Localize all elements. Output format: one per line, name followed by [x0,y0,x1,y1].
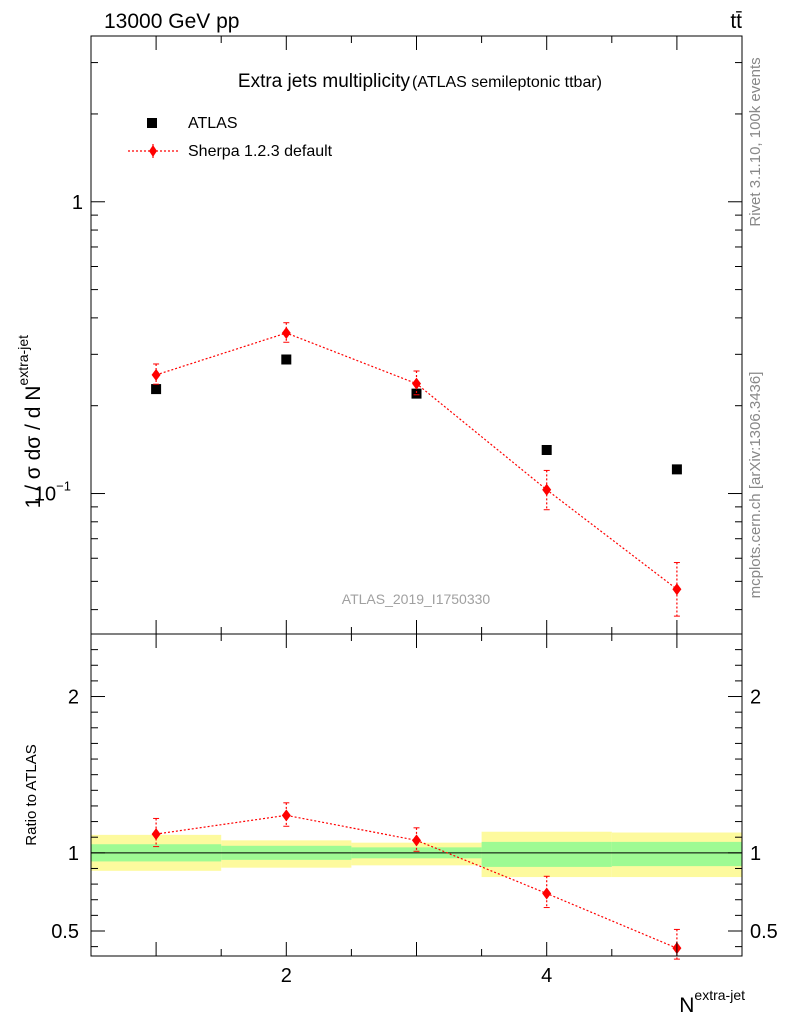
x-tick-label: 2 [281,965,292,987]
ratio-frame [90,633,743,957]
ratio-y-tick-label-right: 0.5 [750,921,778,943]
main-subtitle: (ATLAS semileptonic ttbar) [412,74,602,91]
rivet-label: Rivet 3.1.10, 100k events [747,57,764,226]
energy-label: 13000 GeV pp [104,10,239,33]
ratio-panel: 2 4 2 2 1 1 0.5 0.5 Ratio to ATLAS Nextra-jet [23,633,778,1017]
ratio-sherpa-point [151,828,161,841]
sherpa-point [151,368,161,381]
ratio-y-tick-label-right: 2 [750,687,761,709]
main-y-axis-label-sup: extra-jet [15,335,31,386]
x-axis-label-sup: extra-jet [694,987,745,1003]
main-y-tick-label: 1 [72,192,83,214]
ratio-sherpa-point [281,809,291,822]
process-label: tt̄ [730,10,742,33]
main-panel: Extra jets multiplicity (ATLAS semilepto… [15,35,743,635]
sherpa-point [412,377,421,390]
x-axis-label: Nextra-jet [679,987,745,1017]
sherpa-point [281,326,291,339]
atlas-point [411,388,422,399]
main-y-tick-label-sup: −1 [56,479,71,494]
uncertainty-band-inner [481,841,612,867]
ratio-y-tick-label: 0.5 [51,921,79,943]
atlas-point [151,384,162,395]
source-label: mcplots.cern.ch [arXiv:1306.3436] [747,372,764,599]
main-y-tick-label: 10−1 [34,479,71,506]
x-tick-label: 4 [541,965,552,987]
atlas-point [671,464,682,475]
legend-sherpa-label: Sherpa 1.2.3 default [188,143,333,160]
main-y-tick-label-text: 1 [72,192,83,214]
sherpa-point [672,583,682,596]
main-y-tick-label-text: 10 [34,484,56,506]
main-y-axis-label: 1 / σ dσ / d Nextra-jet [15,335,45,508]
legend-atlas-label: ATLAS [188,115,238,132]
ratio-y-axis-label: Ratio to ATLAS [23,744,40,845]
main-legend: ATLAS Sherpa 1.2.3 default [128,115,333,160]
watermark: ATLAS_2019_I1750330 [342,591,491,607]
atlas-point [281,354,292,365]
x-axis-label-text: N [679,994,694,1017]
main-title: Extra jets multiplicity [238,71,411,92]
ratio-y-tick-label: 2 [68,687,79,709]
sherpa-point [542,483,552,496]
uncertainty-band-inner [611,841,742,867]
main-y-axis-label-text: 1 / σ dσ / d N [22,386,45,509]
ratio-y-tick-label: 1 [68,843,79,865]
legend-atlas-marker [147,118,157,128]
ratio-y-tick-label-right: 1 [750,843,761,865]
ratio-sherpa-point [542,887,552,900]
legend-sherpa-marker [149,145,157,157]
ratio-sherpa-point [412,834,421,847]
atlas-point [541,444,552,455]
